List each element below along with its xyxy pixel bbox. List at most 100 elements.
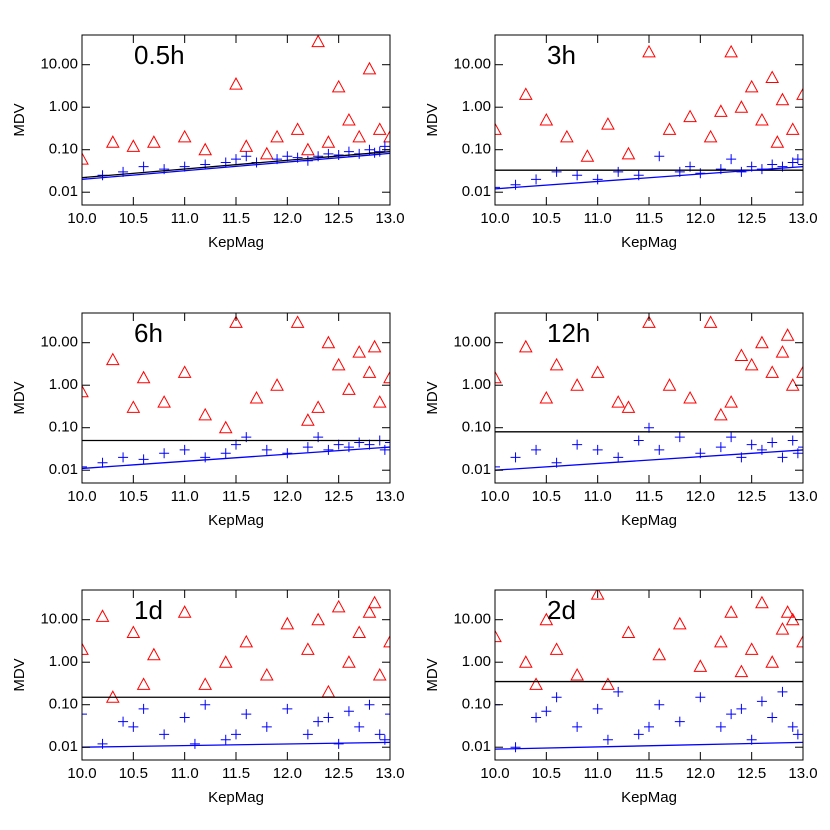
y-tick-label: 1.00	[49, 653, 78, 670]
plus-marker	[261, 721, 272, 732]
plus-marker	[323, 712, 334, 723]
triangle-marker	[780, 605, 795, 618]
x-axis-label: KepMag	[208, 512, 264, 529]
triangle-marker	[744, 642, 759, 655]
x-tick-label: 10.0	[480, 488, 509, 505]
triangle-marker	[539, 612, 554, 626]
reference-line	[82, 446, 390, 470]
y-tick-label: 0.01	[49, 461, 78, 478]
triangle-marker	[126, 139, 141, 152]
x-tick-label: 13.0	[788, 765, 817, 782]
x-tick-label: 12.5	[737, 488, 766, 505]
plot-area	[495, 44, 803, 193]
x-tick-label: 12.0	[686, 210, 715, 227]
plus-marker	[118, 452, 129, 463]
x-tick-label: 10.5	[532, 210, 561, 227]
x-tick-label: 11.0	[171, 488, 199, 505]
plus-marker	[138, 703, 149, 714]
plus-marker	[159, 729, 170, 740]
y-axis-label: MDV	[11, 103, 28, 136]
triangle-marker	[95, 609, 110, 622]
triangle-marker	[529, 677, 543, 690]
triangle-marker	[775, 92, 790, 106]
plus-marker	[374, 729, 385, 740]
triangle-marker	[495, 629, 502, 643]
triangle-marker	[383, 634, 390, 648]
x-axis-label: KepMag	[621, 789, 677, 806]
triangle-marker	[780, 328, 795, 341]
plus-marker	[541, 706, 552, 717]
plus-marker	[302, 729, 313, 740]
triangle-marker	[714, 407, 728, 421]
triangle-marker	[126, 625, 141, 638]
x-tick-label: 11.5	[635, 488, 663, 505]
plus-marker	[510, 452, 521, 463]
triangle-marker	[321, 135, 336, 148]
x-tick-label: 11.5	[222, 488, 250, 505]
x-tick-label: 13.0	[375, 765, 404, 782]
triangle-marker	[290, 122, 305, 135]
plus-marker	[633, 435, 644, 446]
reference-line	[495, 741, 803, 750]
plot-frame	[494, 589, 804, 761]
triangle-marker	[642, 44, 656, 58]
plus-marker	[510, 179, 521, 190]
x-tick-label: 13.0	[788, 210, 817, 227]
plus-marker	[551, 692, 562, 703]
triangle-marker	[495, 122, 502, 135]
plus-marker	[715, 721, 726, 732]
triangle-marker	[755, 335, 769, 349]
triangle-marker	[362, 605, 377, 618]
x-tick-label: 11.5	[222, 765, 250, 782]
plus-marker	[654, 151, 665, 162]
plus-marker	[572, 170, 583, 181]
x-tick-label: 10.5	[532, 488, 561, 505]
plus-marker	[592, 174, 603, 185]
plus-marker	[323, 444, 334, 455]
plus-marker	[343, 706, 354, 717]
triangle-marker	[331, 79, 346, 93]
panel-label: 0.5h	[134, 40, 185, 70]
triangle-marker	[770, 135, 785, 148]
triangle-marker	[331, 599, 346, 613]
triangle-marker	[342, 112, 356, 126]
y-axis-label: MDV	[424, 381, 441, 414]
x-tick-label: 10.0	[67, 210, 96, 227]
plus-marker	[231, 154, 241, 165]
plus-marker	[654, 444, 665, 455]
triangle-marker	[311, 612, 325, 626]
plus-marker	[241, 709, 252, 720]
reference-line	[495, 165, 803, 190]
triangle-marker	[259, 667, 274, 681]
plus-marker	[138, 454, 149, 465]
triangle-marker	[105, 135, 120, 148]
triangle-marker	[367, 595, 382, 609]
plus-marker	[333, 439, 344, 450]
plus-marker	[572, 721, 583, 732]
y-tick-label: 10.00	[453, 611, 491, 628]
plot-area	[82, 35, 390, 183]
plus-marker	[531, 712, 542, 723]
triangle-marker	[714, 104, 728, 117]
plus-marker	[613, 686, 624, 697]
plus-marker	[241, 151, 252, 162]
plot-area	[82, 595, 390, 749]
plus-marker	[138, 161, 149, 172]
triangle-marker	[198, 677, 213, 690]
triangle-marker	[785, 378, 800, 391]
triangle-marker	[342, 655, 356, 668]
x-tick-label: 10.0	[480, 210, 509, 227]
triangle-marker	[642, 315, 656, 328]
triangle-marker	[311, 35, 325, 48]
triangle-marker	[136, 677, 151, 690]
triangle-marker	[218, 655, 233, 668]
triangle-marker	[672, 616, 687, 630]
reference-line	[495, 449, 803, 471]
plus-marker	[220, 734, 231, 745]
triangle-marker	[321, 684, 336, 698]
plus-marker	[379, 734, 390, 745]
y-tick-label: 1.00	[49, 98, 78, 115]
triangle-marker	[82, 384, 89, 398]
triangle-marker	[105, 352, 120, 366]
plus-marker	[592, 703, 603, 714]
